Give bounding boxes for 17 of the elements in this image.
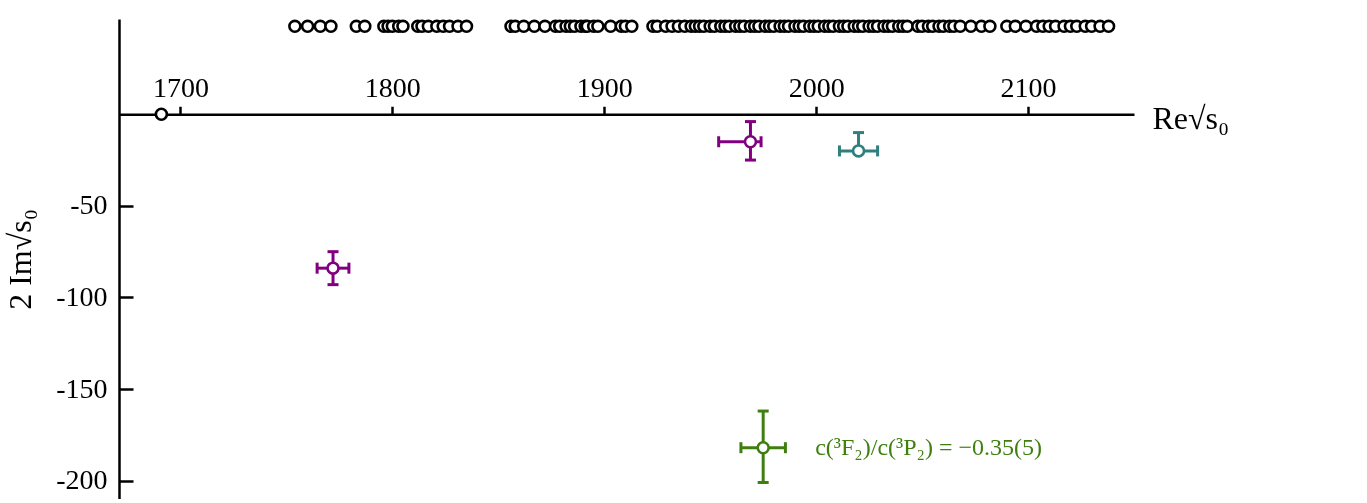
point <box>756 440 770 455</box>
x-tick-label: 2000 <box>788 71 845 103</box>
y-tick-label: -50 <box>70 189 108 221</box>
y-tick-label: -100 <box>56 280 108 312</box>
point <box>851 144 866 158</box>
y-tick-label: -200 <box>56 464 108 496</box>
x-axis-title: Re√s₀ <box>1152 99 1230 136</box>
x-tick-label: 2100 <box>1000 71 1057 103</box>
x-tick-label: 1700 <box>152 71 209 103</box>
x-tick-label: 1800 <box>364 71 421 103</box>
y-tick-label: -150 <box>56 372 108 404</box>
point <box>326 261 340 275</box>
annotation: c(³F₂)/c(³P₂) = −0.35(5) <box>815 433 1042 460</box>
y-axis-title: 2 Im√s₀ <box>2 209 39 310</box>
point <box>743 134 758 149</box>
point <box>154 107 169 122</box>
x-tick-label: 1900 <box>576 71 633 103</box>
